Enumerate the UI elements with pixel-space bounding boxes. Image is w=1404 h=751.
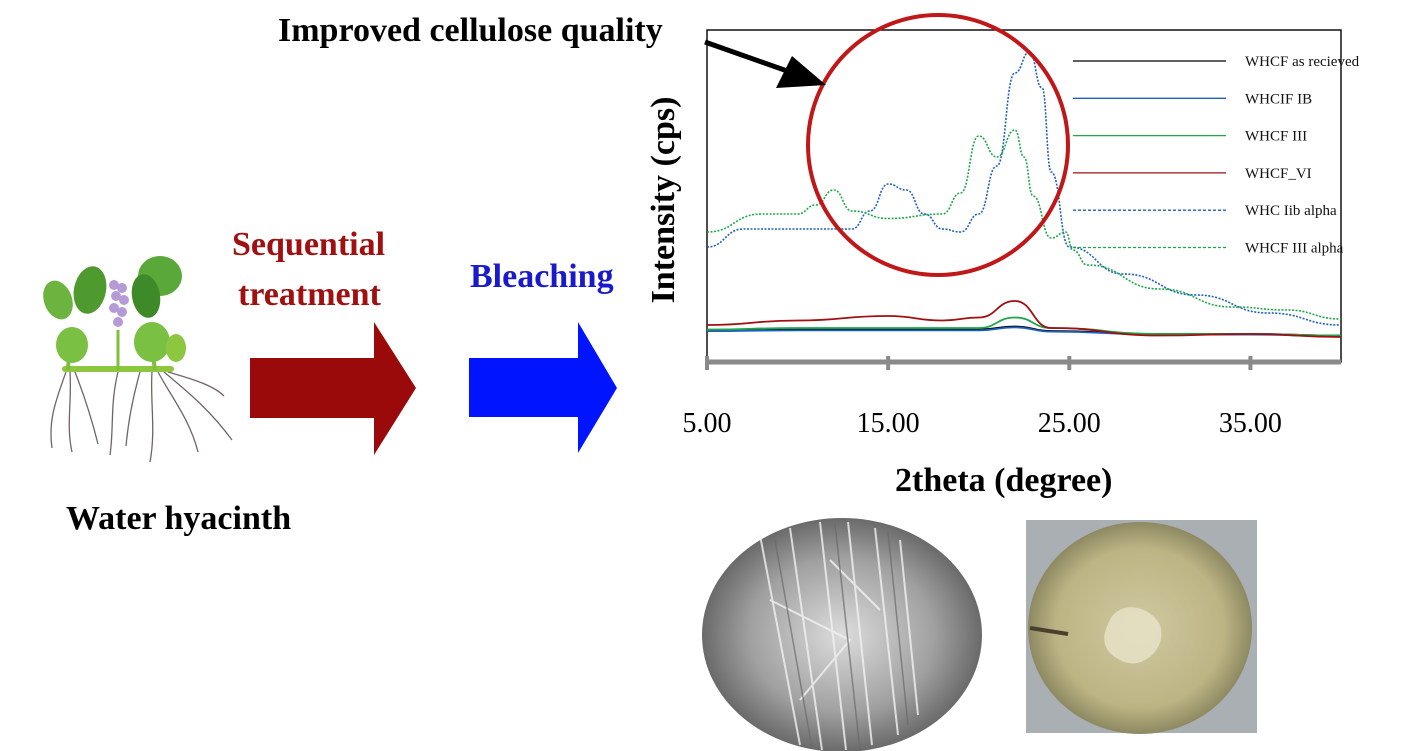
x-axis-label: 2theta (degree) bbox=[895, 462, 1113, 499]
legend-label-5: WHC Iib alpha bbox=[1245, 203, 1337, 219]
sequential-label: Sequential bbox=[232, 226, 386, 263]
series-line-6 bbox=[706, 129, 1342, 320]
bleaching-label: Bleaching bbox=[470, 258, 614, 295]
x-tick-label: 35.00 bbox=[1218, 408, 1282, 439]
highlight-circle bbox=[806, 13, 1070, 277]
headline-label: Improved cellulose quality bbox=[278, 12, 663, 49]
water-hyacinth-label: Water hyacinth bbox=[66, 500, 292, 537]
cellulose-sample-photo bbox=[1026, 520, 1257, 734]
bleaching-arrow bbox=[469, 322, 617, 453]
x-tick-label: 5.00 bbox=[682, 408, 732, 439]
y-axis-label: Intensity (cps) bbox=[645, 96, 682, 304]
water-hyacinth-illustration bbox=[43, 256, 233, 463]
xrd-chart: WHCF as recieved WHCIF IB WHCF III WHCF_VI W… bbox=[705, 29, 1360, 370]
sequential-arrow bbox=[250, 322, 416, 455]
x-tick-label: 15.00 bbox=[856, 408, 920, 439]
x-tick-label: 25.00 bbox=[1037, 408, 1101, 439]
legend-label-2: WHCIF IB bbox=[1245, 91, 1312, 107]
series-line-5 bbox=[706, 51, 1342, 326]
sem-micrograph bbox=[702, 518, 982, 751]
legend-label-1: WHCF as recieved bbox=[1245, 54, 1360, 70]
legend-label-4: WHCF_VI bbox=[1245, 166, 1312, 182]
legend-label-3: WHCF III bbox=[1245, 129, 1307, 145]
legend-label-6: WHCF III alpha bbox=[1245, 241, 1344, 257]
series-line-4 bbox=[706, 300, 1342, 338]
treatment-label: treatment bbox=[238, 276, 381, 313]
callout-arrow bbox=[704, 39, 826, 88]
